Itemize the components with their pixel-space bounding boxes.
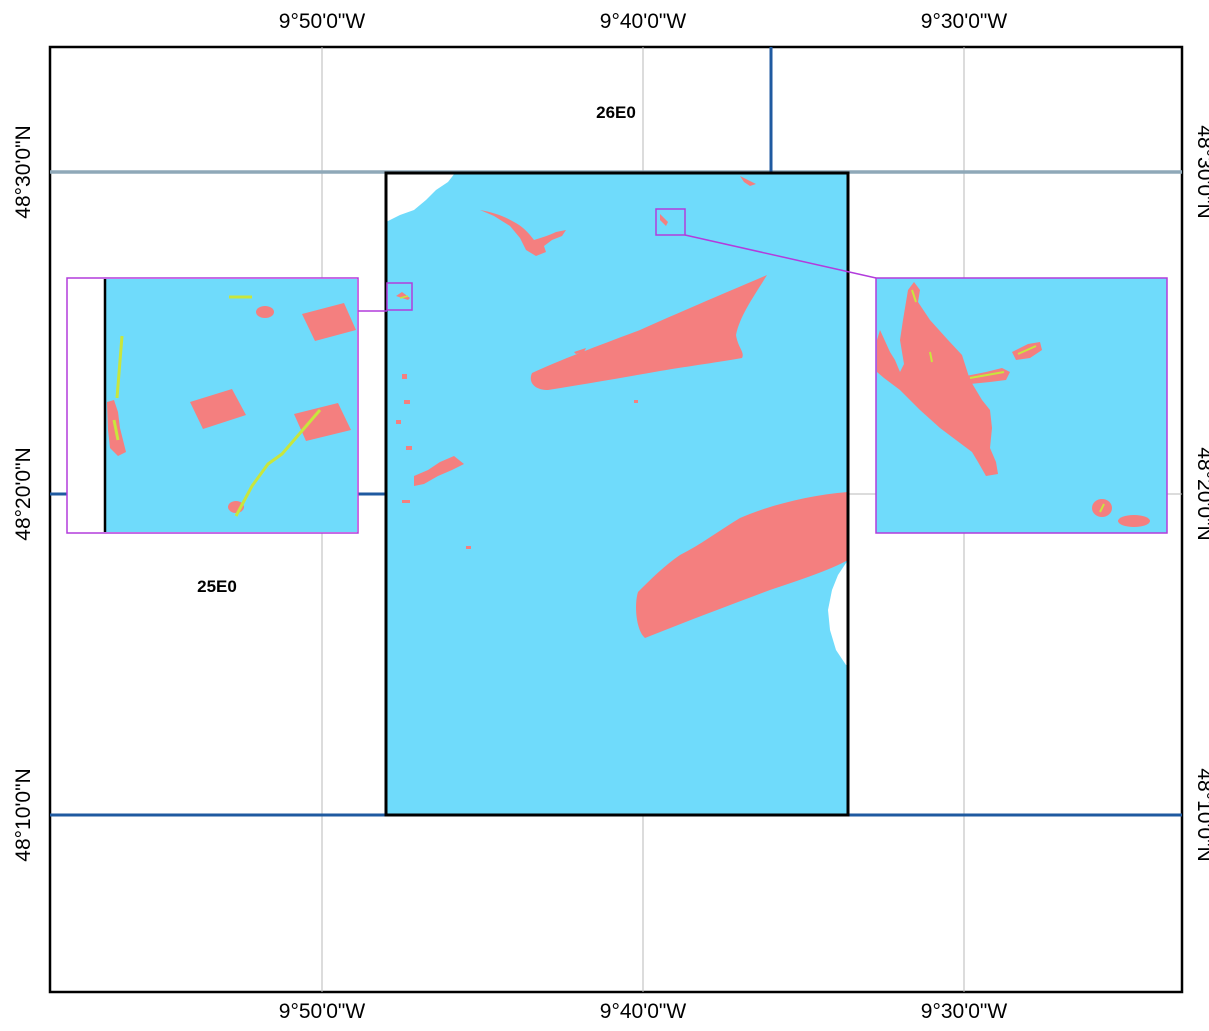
seabed-feature bbox=[466, 546, 471, 549]
right-axis-label: 48°30'0"N bbox=[1193, 125, 1209, 218]
bottom-axis-label: 9°40'0"W bbox=[600, 1000, 687, 1023]
seabed-feature bbox=[302, 303, 356, 341]
inset-right bbox=[875, 277, 1168, 534]
survey-track bbox=[929, 351, 933, 363]
survey-track bbox=[399, 295, 409, 299]
survey-track bbox=[1017, 345, 1037, 355]
survey-track bbox=[234, 409, 322, 517]
seabed-feature bbox=[396, 420, 401, 424]
top-axis-label: 9°40'0"W bbox=[600, 10, 687, 33]
inset-left bbox=[66, 277, 359, 534]
tile-label-north: 26E0 bbox=[596, 103, 636, 122]
seabed-feature bbox=[402, 500, 410, 503]
inset-locator-box-right bbox=[655, 208, 686, 236]
seabed-feature bbox=[402, 374, 407, 379]
seabed-feature bbox=[294, 403, 351, 441]
seabed-feature bbox=[530, 275, 767, 390]
seabed-feature bbox=[480, 210, 566, 256]
survey-track bbox=[112, 419, 120, 441]
seabed-feature bbox=[414, 456, 464, 486]
no-data-area bbox=[828, 560, 848, 665]
seabed-feature bbox=[190, 389, 246, 429]
survey-area-border bbox=[384, 171, 850, 817]
tile-label-west: 25E0 bbox=[197, 577, 237, 596]
survey-track bbox=[115, 335, 124, 399]
seabed-feature bbox=[660, 214, 668, 226]
seabed-feature bbox=[636, 492, 848, 638]
seabed-feature bbox=[406, 446, 412, 450]
bottom-axis-label: 9°30'0"W bbox=[921, 1000, 1008, 1023]
seabed-feature bbox=[256, 306, 274, 318]
seabed-feature bbox=[574, 348, 586, 354]
left-axis-label: 48°30'0"N bbox=[12, 125, 35, 218]
seabed-feature bbox=[396, 292, 410, 300]
top-axis-label: 9°50'0"W bbox=[279, 10, 366, 33]
right-axis-label: 48°10'0"N bbox=[1193, 768, 1209, 861]
seabed-feature bbox=[740, 176, 756, 186]
survey-track bbox=[911, 289, 917, 303]
left-axis-label: 48°10'0"N bbox=[12, 768, 35, 861]
bottom-axis-label: 9°50'0"W bbox=[279, 1000, 366, 1023]
water-coverage bbox=[386, 173, 848, 815]
seabed-feature bbox=[877, 282, 998, 476]
survey-area bbox=[384, 171, 850, 817]
seabed-feature bbox=[404, 400, 410, 404]
left-axis-label: 48°20'0"N bbox=[12, 447, 35, 540]
inset-leader-line bbox=[684, 234, 877, 279]
no-data-area bbox=[386, 173, 455, 222]
seabed-feature bbox=[1118, 515, 1150, 527]
survey-track bbox=[1099, 503, 1105, 513]
inset-locator-box-left bbox=[386, 282, 413, 311]
right-axis-label: 48°20'0"N bbox=[1193, 447, 1209, 540]
top-axis-label: 9°30'0"W bbox=[921, 10, 1008, 33]
seabed-feature bbox=[634, 400, 638, 403]
survey-track bbox=[969, 371, 1005, 379]
